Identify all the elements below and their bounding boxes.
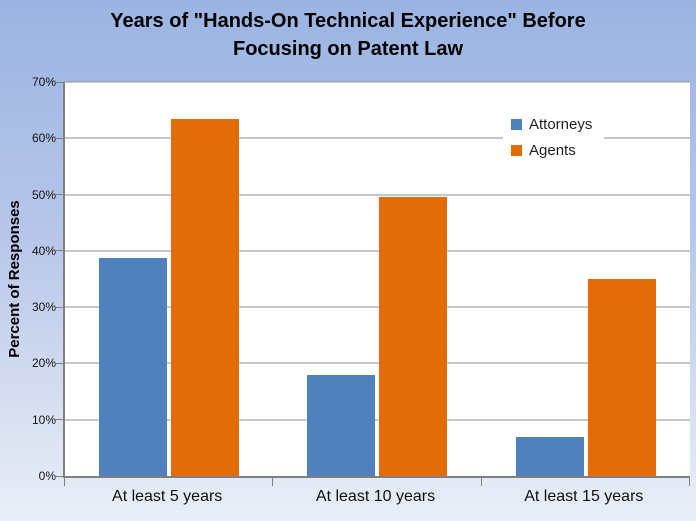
y-tick-mark-0% bbox=[55, 475, 63, 477]
legend: Attorneys Agents bbox=[503, 108, 605, 167]
bar-attorneys-2 bbox=[307, 374, 376, 476]
y-tick-mark-30% bbox=[55, 306, 63, 308]
bar-agents-3 bbox=[587, 279, 656, 476]
x-axis-category-labels: At least 5 years At least 10 years At leas… bbox=[63, 488, 688, 512]
x-tick-mark-3 bbox=[689, 478, 690, 486]
chart-title-line-2: Focusing on Patent Law bbox=[232, 38, 463, 60]
bar-agents-1 bbox=[171, 118, 240, 476]
x-tick-mark-0 bbox=[64, 478, 65, 486]
y-tick-label-70%: 70% bbox=[31, 75, 56, 89]
legend-item-attorneys: Attorneys bbox=[511, 116, 592, 133]
x-tick-mark-1 bbox=[272, 478, 274, 486]
category-label: At least 15 years bbox=[524, 488, 644, 505]
y-tick-label-40%: 40% bbox=[31, 243, 56, 258]
gridline-40% bbox=[65, 250, 690, 252]
bar-attorneys-1 bbox=[99, 258, 168, 476]
y-tick-mark-60% bbox=[55, 137, 63, 139]
gridline-20% bbox=[65, 362, 690, 364]
legend-swatch-agents bbox=[511, 145, 522, 156]
bar-agents-2 bbox=[379, 197, 448, 476]
y-tick-mark-20% bbox=[55, 362, 63, 364]
y-tick-mark-70% bbox=[55, 81, 63, 83]
y-tick-label-50%: 50% bbox=[31, 187, 56, 202]
y-tick-label-30%: 30% bbox=[31, 300, 56, 315]
gridline-10% bbox=[65, 419, 690, 421]
gridline-70% bbox=[65, 81, 690, 83]
category-label: At least 10 years bbox=[315, 488, 436, 505]
gridline-50% bbox=[65, 194, 690, 196]
plot-area: Attorneys Agents bbox=[55, 81, 690, 486]
gridline-60% bbox=[65, 137, 690, 139]
chart-title: Years of "Hands-On Technical Experience"… bbox=[0, 7, 696, 63]
y-tick-mark-50% bbox=[55, 194, 63, 196]
legend-swatch-attorneys bbox=[511, 119, 522, 130]
gridline-30% bbox=[65, 306, 690, 308]
y-tick-label-20%: 20% bbox=[31, 356, 56, 371]
bar-group-at-least-15-years bbox=[482, 82, 690, 476]
y-axis-tick-labels: 0% 10% 20% 30% 40% 50% 60% 70% bbox=[14, 75, 56, 483]
legend-label: Attorneys bbox=[529, 116, 593, 133]
x-tick-mark-2 bbox=[480, 478, 482, 486]
bars-layer bbox=[65, 82, 690, 476]
y-tick-mark-40% bbox=[55, 250, 63, 252]
chart-title-line-1: Years of "Hands-On Technical Experience"… bbox=[110, 10, 586, 32]
y-tick-label-0%: 0% bbox=[38, 469, 56, 483]
y-tick-label-10%: 10% bbox=[31, 412, 56, 427]
bar-group-at-least-5-years bbox=[65, 82, 273, 476]
y-tick-mark-10% bbox=[55, 419, 63, 421]
y-tick-label-60%: 60% bbox=[31, 131, 56, 146]
category-label: At least 5 years bbox=[112, 488, 223, 505]
legend-label: Agents bbox=[529, 142, 576, 159]
legend-item-agents: Agents bbox=[511, 142, 592, 159]
bar-group-at-least-10-years bbox=[273, 82, 481, 476]
bar-attorneys-3 bbox=[515, 436, 584, 476]
